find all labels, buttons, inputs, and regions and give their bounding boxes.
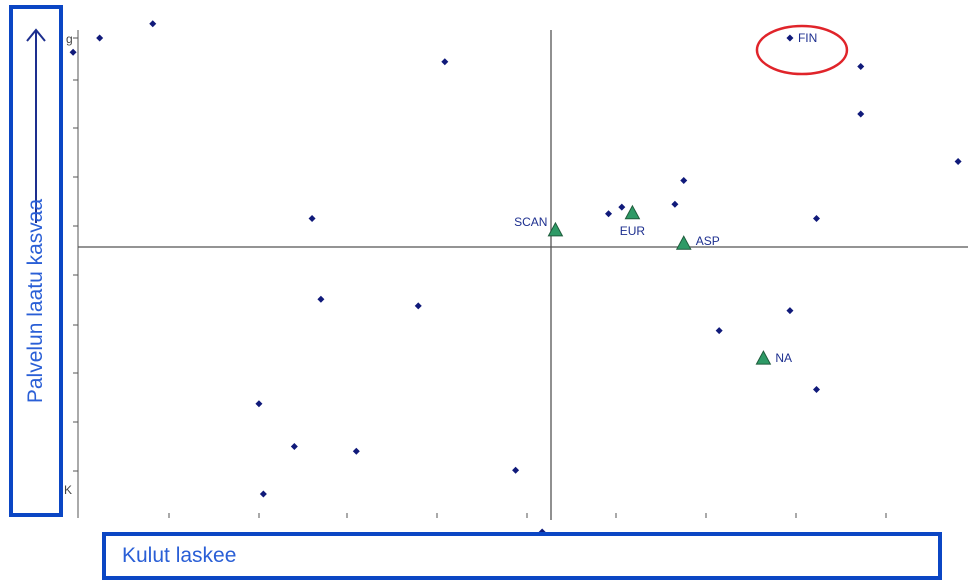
data-point-diamond-10 [618,203,626,211]
data-point-triangle-1 [624,204,641,220]
data-point-diamond-20 [290,443,298,450]
data-point-diamond-3 [441,58,449,66]
point-label-na: NA [775,351,792,365]
data-point-diamond-2 [149,20,157,28]
x-axis-label: Kulut laskee [122,544,237,567]
data-point-diamond-15 [414,302,422,310]
point-label-asp: ASP [696,234,720,248]
data-point-diamond-13 [308,215,316,222]
data-point-triangle-3 [755,350,772,365]
data-point-diamond-7 [954,158,962,165]
x-tick-label: K [64,483,72,497]
data-point-diamond-19 [255,400,263,408]
data-point-triangle-2 [675,235,692,250]
data-point-diamond-21 [352,447,360,455]
point-label-scan: SCAN [514,215,547,229]
data-point-diamond-5 [857,63,865,70]
data-point-diamond-16 [786,307,794,315]
data-point-diamond-18 [813,386,820,393]
data-point-diamond-17 [715,327,723,335]
data-point-diamond-4 [786,34,794,42]
point-label-eur: EUR [620,224,646,238]
data-point-diamond-9 [605,210,613,218]
data-point-diamond-14 [317,295,325,303]
x-axis-label-box: Kulut laskee [102,532,942,580]
data-point-diamond-6 [857,110,865,118]
data-point-diamond-23 [259,490,267,498]
y-axis-label: Palvelun laatu kasvaa [24,199,47,404]
y-axis-label-box: Palvelun laatu kasvaa [9,5,63,517]
data-point-diamond-1 [96,34,104,42]
data-point-diamond-8 [680,177,688,184]
data-point-diamond-0 [69,48,77,56]
data-point-diamond-11 [671,200,679,208]
arrow-up-icon [26,28,46,223]
highlight-ellipse [755,24,849,76]
data-point-diamond-12 [813,215,820,222]
point-label-fin: FIN [798,31,817,45]
data-point-diamond-22 [512,466,520,474]
y-tick-label: g [66,32,73,46]
data-point-triangle-0 [547,221,564,237]
